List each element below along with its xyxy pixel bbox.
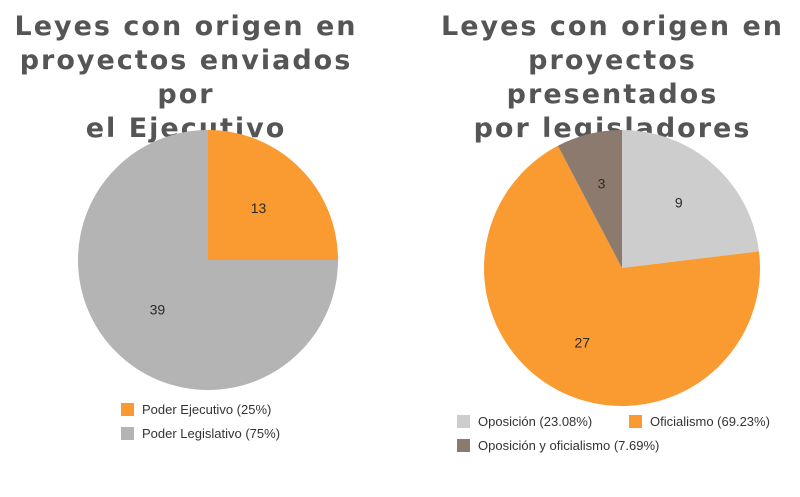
legend-ejecutivo: Poder Ejecutivo (25%) Poder Legislativo … xyxy=(121,402,381,448)
legend-swatch xyxy=(457,439,470,452)
legend-item-poder-legislativo[interactable]: Poder Legislativo (75%) xyxy=(121,426,280,441)
chart-title-line: proyectos enviados por xyxy=(19,45,353,110)
legend-label: Poder Legislativo (75%) xyxy=(142,426,281,441)
pie-slice-oficialismo[interactable] xyxy=(484,145,760,406)
legend-label: Oposición (23.08%) xyxy=(478,414,593,429)
slice-value-label: 9 xyxy=(675,195,683,211)
chart-title-line: Leyes con origen en xyxy=(14,11,358,42)
pie-slice-poder-legislativo[interactable] xyxy=(78,130,338,390)
pie-chart-legisladores: 9 27 3 xyxy=(484,130,760,406)
legend-swatch xyxy=(121,403,134,416)
chart-title-line: proyectos presentados xyxy=(506,45,719,110)
slice-value-label: 13 xyxy=(251,200,267,216)
legend-item-oficialismo[interactable]: Oficialismo (69.23%) xyxy=(629,414,770,429)
chart-title-left: Leyes con origen en proyectos enviados p… xyxy=(0,10,372,146)
chart-title-right: Leyes con origen en proyectos presentado… xyxy=(425,10,800,146)
chart-title-line: Leyes con origen en xyxy=(441,11,784,42)
slice-value-label: 39 xyxy=(150,301,166,317)
legend-item-poder-ejecutivo[interactable]: Poder Ejecutivo (25%) xyxy=(121,402,271,417)
legend-label: Poder Ejecutivo (25%) xyxy=(142,402,272,417)
legend-legisladores: Oposición (23.08%) Oficialismo (69.23%) … xyxy=(457,414,797,460)
legend-item-oposicion-y-oficialismo[interactable]: Oposición y oficialismo (7.69%) xyxy=(457,438,659,453)
legend-item-oposicion[interactable]: Oposición (23.08%) xyxy=(457,414,592,429)
legend-label: Oposición y oficialismo (7.69%) xyxy=(478,438,660,453)
legend-swatch xyxy=(121,427,134,440)
pie-chart-ejecutivo: 13 39 xyxy=(78,130,338,390)
slice-value-label: 27 xyxy=(574,334,590,350)
pie-slice-poder-ejecutivo[interactable] xyxy=(208,130,338,260)
legend-label: Oficialismo (69.23%) xyxy=(650,414,770,429)
legend-swatch xyxy=(457,415,470,428)
pie-slice-oposicion-y-oficialismo[interactable] xyxy=(557,130,622,268)
pie-slice-oposicion[interactable] xyxy=(622,130,759,268)
legend-swatch xyxy=(629,415,642,428)
slice-value-label: 3 xyxy=(598,176,606,192)
